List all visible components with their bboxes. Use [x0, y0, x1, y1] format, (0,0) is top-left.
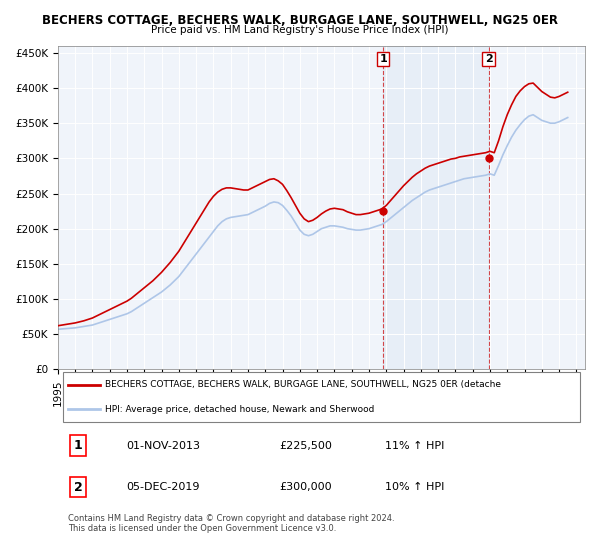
Text: HPI: Average price, detached house, Newark and Sherwood: HPI: Average price, detached house, Newa… — [105, 405, 374, 414]
Text: 10% ↑ HPI: 10% ↑ HPI — [385, 482, 444, 492]
Text: BECHERS COTTAGE, BECHERS WALK, BURGAGE LANE, SOUTHWELL, NG25 0ER: BECHERS COTTAGE, BECHERS WALK, BURGAGE L… — [42, 14, 558, 27]
Text: 11% ↑ HPI: 11% ↑ HPI — [385, 441, 444, 451]
Text: 2: 2 — [485, 54, 493, 64]
Text: 01-NOV-2013: 01-NOV-2013 — [127, 441, 200, 451]
Text: Contains HM Land Registry data © Crown copyright and database right 2024.
This d: Contains HM Land Registry data © Crown c… — [68, 514, 395, 533]
Text: £225,500: £225,500 — [279, 441, 332, 451]
Text: 1: 1 — [379, 54, 387, 64]
Text: £300,000: £300,000 — [279, 482, 332, 492]
Bar — [383, 46, 488, 370]
Text: 1: 1 — [74, 439, 82, 452]
Text: BECHERS COTTAGE, BECHERS WALK, BURGAGE LANE, SOUTHWELL, NG25 0ER (detache: BECHERS COTTAGE, BECHERS WALK, BURGAGE L… — [105, 380, 501, 389]
FancyBboxPatch shape — [63, 372, 580, 422]
Text: Price paid vs. HM Land Registry's House Price Index (HPI): Price paid vs. HM Land Registry's House … — [151, 25, 449, 35]
Text: 05-DEC-2019: 05-DEC-2019 — [127, 482, 200, 492]
Text: 2: 2 — [74, 480, 82, 494]
